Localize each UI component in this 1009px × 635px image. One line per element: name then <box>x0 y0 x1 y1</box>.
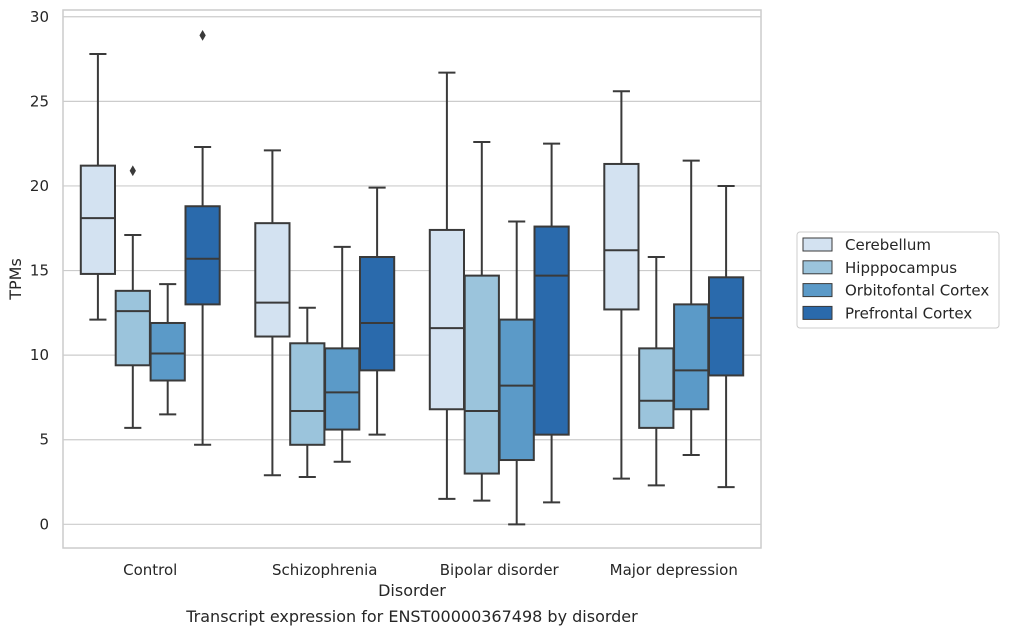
box-iqr <box>707 276 745 377</box>
y-tick-label-20: 20 <box>30 177 49 195</box>
box-iqr <box>79 164 117 275</box>
box-cerebellum-0 <box>79 52 117 321</box>
box-prefrontal-cortex-3 <box>707 184 745 489</box>
legend-frame <box>796 231 1000 329</box>
box-cerebellum-1 <box>254 149 291 477</box>
y-tick-label-10: 10 <box>30 346 49 364</box>
box-cerebellum-3 <box>603 90 640 480</box>
box-iqr <box>114 289 151 367</box>
x-tick-label-3: Major depression <box>610 561 738 579</box>
y-tick-label-25: 25 <box>30 92 49 110</box>
legend-label-3: Prefrontal Cortex <box>845 304 972 322</box>
box-prefrontal-cortex-1 <box>358 186 396 436</box>
legend-swatch-2 <box>802 283 833 298</box>
box-iqr <box>289 342 326 446</box>
x-axis-label: Disorder <box>378 581 446 600</box>
box-iqr <box>603 162 640 311</box>
box-iqr <box>533 225 570 436</box>
box-hipppocampus-0 <box>114 165 151 429</box>
x-tick-label-2: Bipolar disorder <box>440 561 560 579</box>
y-tick-label-30: 30 <box>30 8 49 26</box>
y-tick-label-15: 15 <box>30 262 49 280</box>
box-hipppocampus-2 <box>463 140 500 502</box>
outlier-marker-0 <box>129 165 136 177</box>
legend-swatch-0 <box>802 237 833 252</box>
legend: Cerebellum Hipppocampus Orbitofontal Corte… <box>796 231 1000 329</box>
x-axis-ticks: Control Schizophrenia Bipolar disorder Majo… <box>123 561 738 579</box>
box-iqr <box>498 318 535 462</box>
y-axis-ticks: 0 5 10 15 20 25 30 <box>30 8 49 534</box>
box-orbitofontal-cortex-2 <box>498 220 535 526</box>
box-iqr <box>254 222 291 338</box>
box-iqr <box>184 205 221 306</box>
legend-swatch-3 <box>802 305 833 320</box>
box-prefrontal-cortex-2 <box>533 142 570 504</box>
box-iqr <box>463 274 500 475</box>
box-cerebellum-2 <box>428 71 466 500</box>
box-prefrontal-cortex-0 <box>184 29 221 446</box>
box-orbitofontal-cortex-0 <box>149 283 186 416</box>
y-axis-label: TPMs <box>6 258 25 301</box>
legend-label-2: Orbitofontal Cortex <box>845 282 989 300</box>
box-iqr <box>149 321 186 382</box>
plot-frame <box>62 9 762 549</box>
outlier-marker-0 <box>199 29 206 41</box>
legend-swatch-1 <box>802 260 833 275</box>
box-iqr <box>638 347 675 429</box>
legend-label-1: Hipppocampus <box>845 259 957 277</box>
box-iqr <box>428 228 466 411</box>
box-orbitofontal-cortex-1 <box>324 245 361 463</box>
box-orbitofontal-cortex-3 <box>673 159 710 456</box>
legend-label-0: Cerebellum <box>845 236 931 254</box>
x-tick-label-0: Control <box>123 561 177 579</box>
x-tick-label-1: Schizophrenia <box>272 561 377 579</box>
figure-caption: Transcript expression for ENST0000036749… <box>185 607 638 626</box>
y-tick-label-5: 5 <box>39 431 49 449</box>
box-plots <box>79 29 745 526</box>
box-iqr <box>324 347 361 431</box>
box-iqr <box>358 256 396 372</box>
box-iqr <box>673 303 710 411</box>
y-tick-label-0: 0 <box>39 515 49 533</box>
